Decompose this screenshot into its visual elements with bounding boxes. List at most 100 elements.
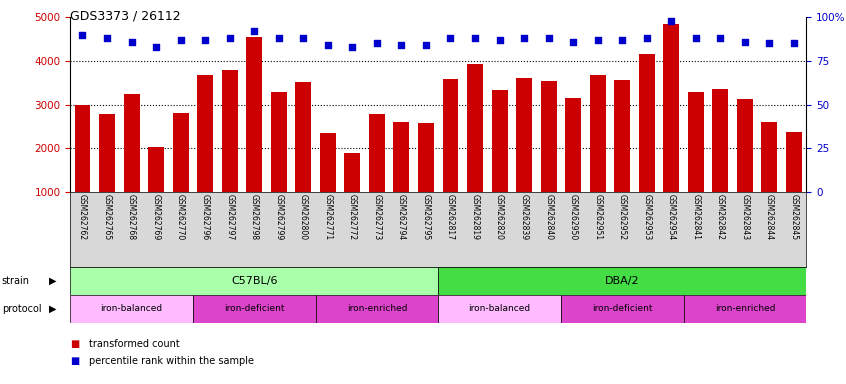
- Text: GSM262842: GSM262842: [716, 194, 725, 240]
- Text: iron-enriched: iron-enriched: [347, 305, 407, 313]
- Text: GSM262817: GSM262817: [446, 194, 455, 240]
- Text: iron-enriched: iron-enriched: [715, 305, 775, 313]
- Bar: [316, 295, 438, 323]
- Point: [640, 35, 653, 41]
- Text: GSM262839: GSM262839: [519, 194, 529, 240]
- Point: [222, 35, 236, 41]
- Point: [492, 37, 506, 43]
- Text: protocol: protocol: [2, 304, 41, 314]
- Bar: [70, 295, 193, 323]
- Point: [762, 40, 776, 46]
- Point: [198, 37, 212, 43]
- Text: iron-balanced: iron-balanced: [469, 305, 530, 313]
- Text: GSM262819: GSM262819: [470, 194, 480, 240]
- Point: [272, 35, 285, 41]
- Bar: [344, 153, 360, 192]
- Point: [345, 44, 359, 50]
- Text: ▶: ▶: [49, 276, 57, 286]
- Bar: [193, 295, 316, 323]
- Bar: [124, 94, 140, 192]
- Point: [76, 32, 89, 38]
- Text: GSM262794: GSM262794: [397, 194, 406, 240]
- Bar: [737, 99, 753, 192]
- Bar: [442, 79, 459, 192]
- Point: [419, 42, 432, 48]
- Bar: [516, 78, 532, 192]
- Bar: [561, 295, 684, 323]
- Point: [296, 35, 310, 41]
- Point: [713, 35, 727, 41]
- Bar: [492, 90, 508, 192]
- Text: ■: ■: [70, 356, 80, 366]
- Point: [173, 37, 187, 43]
- Text: GSM262951: GSM262951: [593, 194, 602, 240]
- Text: strain: strain: [2, 276, 30, 286]
- Bar: [438, 295, 561, 323]
- Bar: [438, 267, 806, 295]
- Bar: [541, 81, 557, 192]
- Text: transformed count: transformed count: [89, 339, 179, 349]
- Text: GSM262772: GSM262772: [348, 194, 357, 240]
- Text: GSM262769: GSM262769: [151, 194, 161, 240]
- Bar: [148, 147, 164, 192]
- Bar: [684, 295, 806, 323]
- Bar: [590, 75, 606, 192]
- Bar: [271, 91, 287, 192]
- Text: GSM262771: GSM262771: [323, 194, 332, 240]
- Text: percentile rank within the sample: percentile rank within the sample: [89, 356, 254, 366]
- Bar: [663, 24, 679, 192]
- Point: [566, 39, 580, 45]
- Text: GSM262950: GSM262950: [569, 194, 578, 240]
- Bar: [173, 113, 189, 192]
- Point: [615, 37, 629, 43]
- Text: iron-deficient: iron-deficient: [224, 305, 284, 313]
- Bar: [369, 114, 385, 192]
- Point: [149, 44, 162, 50]
- Text: GSM262953: GSM262953: [642, 194, 651, 240]
- Text: GSM262770: GSM262770: [176, 194, 185, 240]
- Text: GSM262820: GSM262820: [495, 194, 504, 240]
- Bar: [786, 132, 802, 192]
- Text: GSM262844: GSM262844: [765, 194, 774, 240]
- Bar: [295, 82, 311, 192]
- Point: [247, 28, 261, 34]
- Text: GSM262845: GSM262845: [789, 194, 799, 240]
- Text: GSM262795: GSM262795: [421, 194, 431, 240]
- Bar: [565, 98, 581, 192]
- Text: GSM262954: GSM262954: [667, 194, 676, 240]
- Text: GSM262797: GSM262797: [225, 194, 234, 240]
- Bar: [320, 132, 336, 192]
- Bar: [70, 267, 438, 295]
- Text: iron-balanced: iron-balanced: [101, 305, 162, 313]
- Text: GSM262765: GSM262765: [102, 194, 112, 240]
- Point: [517, 35, 530, 41]
- Bar: [74, 105, 91, 192]
- Bar: [222, 70, 238, 192]
- Text: GSM262799: GSM262799: [274, 194, 283, 240]
- Point: [124, 39, 138, 45]
- Bar: [467, 64, 483, 192]
- Point: [394, 42, 408, 48]
- Bar: [246, 37, 262, 192]
- Point: [370, 40, 383, 46]
- Bar: [639, 55, 655, 192]
- Text: GSM262840: GSM262840: [544, 194, 553, 240]
- Point: [591, 37, 604, 43]
- Text: GSM262796: GSM262796: [201, 194, 210, 240]
- Point: [664, 18, 678, 24]
- Bar: [393, 122, 409, 192]
- Point: [689, 35, 702, 41]
- Bar: [688, 91, 704, 192]
- Point: [100, 35, 113, 41]
- Point: [787, 40, 800, 46]
- Text: GSM262843: GSM262843: [740, 194, 750, 240]
- Text: ■: ■: [70, 339, 80, 349]
- Point: [321, 42, 334, 48]
- Bar: [761, 122, 777, 192]
- Bar: [418, 123, 434, 192]
- Bar: [197, 75, 213, 192]
- Text: DBA/2: DBA/2: [605, 276, 640, 286]
- Bar: [614, 80, 630, 192]
- Text: ▶: ▶: [49, 304, 57, 314]
- Text: GSM262798: GSM262798: [250, 194, 259, 240]
